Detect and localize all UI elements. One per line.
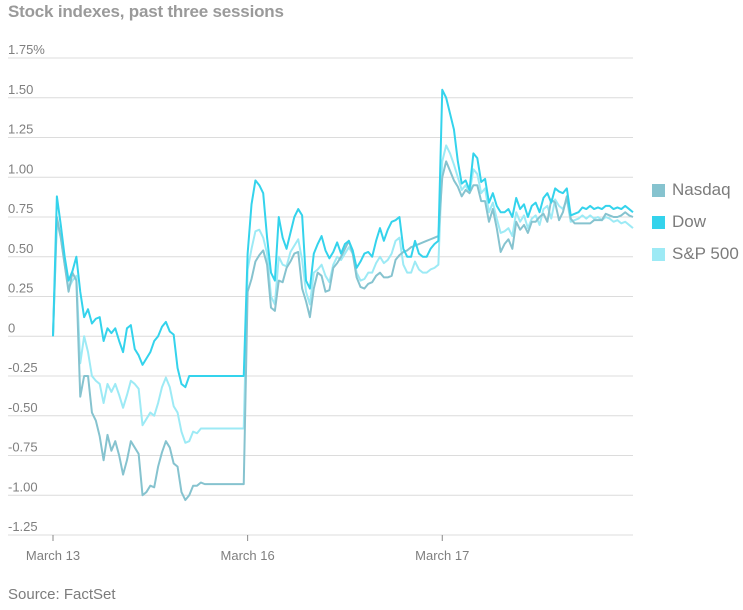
- series-line-sp500: [52, 144, 634, 444]
- legend-label-dow: Dow: [672, 212, 707, 231]
- y-tick-label: -0.50: [8, 400, 38, 415]
- y-tick-label: 0.25: [8, 281, 33, 296]
- y-axis-ticks: 1.75% 1.50 1.25 1.00 0.75 0.50 0.25 0 -0.25 -0.50…: [8, 42, 45, 534]
- y-tick-label: 1.50: [8, 82, 33, 97]
- legend-swatch-dow: [652, 215, 665, 229]
- series-line-dow: [52, 88, 634, 389]
- y-tick-label: -1.25: [8, 519, 38, 534]
- x-tick-label: March 17: [415, 548, 469, 563]
- y-tick-label: -0.75: [8, 440, 38, 455]
- legend: Nasdaq Dow S&P 500: [652, 174, 739, 270]
- y-tick-label: -0.25: [8, 360, 38, 375]
- legend-swatch-nasdaq: [652, 183, 665, 197]
- x-axis-ticks: March 13 March 16 March 17: [26, 535, 469, 563]
- series-line-nasdaq: [52, 160, 634, 502]
- y-tick-label: 1.00: [8, 161, 33, 176]
- y-tick-label: 1.25: [8, 122, 33, 137]
- legend-label-sp500: S&P 500: [672, 244, 739, 263]
- line-chart: 1.75% 1.50 1.25 1.00 0.75 0.50 0.25 0 -0.25 -0.50…: [8, 42, 634, 563]
- y-tick-label: 0.50: [8, 241, 33, 256]
- y-tick-label: 0.75: [8, 201, 33, 216]
- legend-item-sp500: S&P 500: [652, 238, 739, 270]
- y-tick-label: 1.75%: [8, 42, 45, 57]
- y-tick-label: 0: [8, 320, 15, 335]
- y-tick-label: -1.00: [8, 479, 38, 494]
- series-lines: [52, 88, 634, 502]
- legend-item-nasdaq: Nasdaq: [652, 174, 739, 206]
- x-tick-label: March 13: [26, 548, 80, 563]
- legend-item-dow: Dow: [652, 206, 739, 238]
- x-tick-label: March 16: [221, 548, 275, 563]
- chart-title: Stock indexes, past three sessions: [8, 2, 284, 21]
- source-note: Source: FactSet: [8, 586, 116, 603]
- gridlines: [8, 57, 633, 536]
- legend-swatch-sp500: [652, 247, 665, 261]
- legend-label-nasdaq: Nasdaq: [672, 180, 731, 199]
